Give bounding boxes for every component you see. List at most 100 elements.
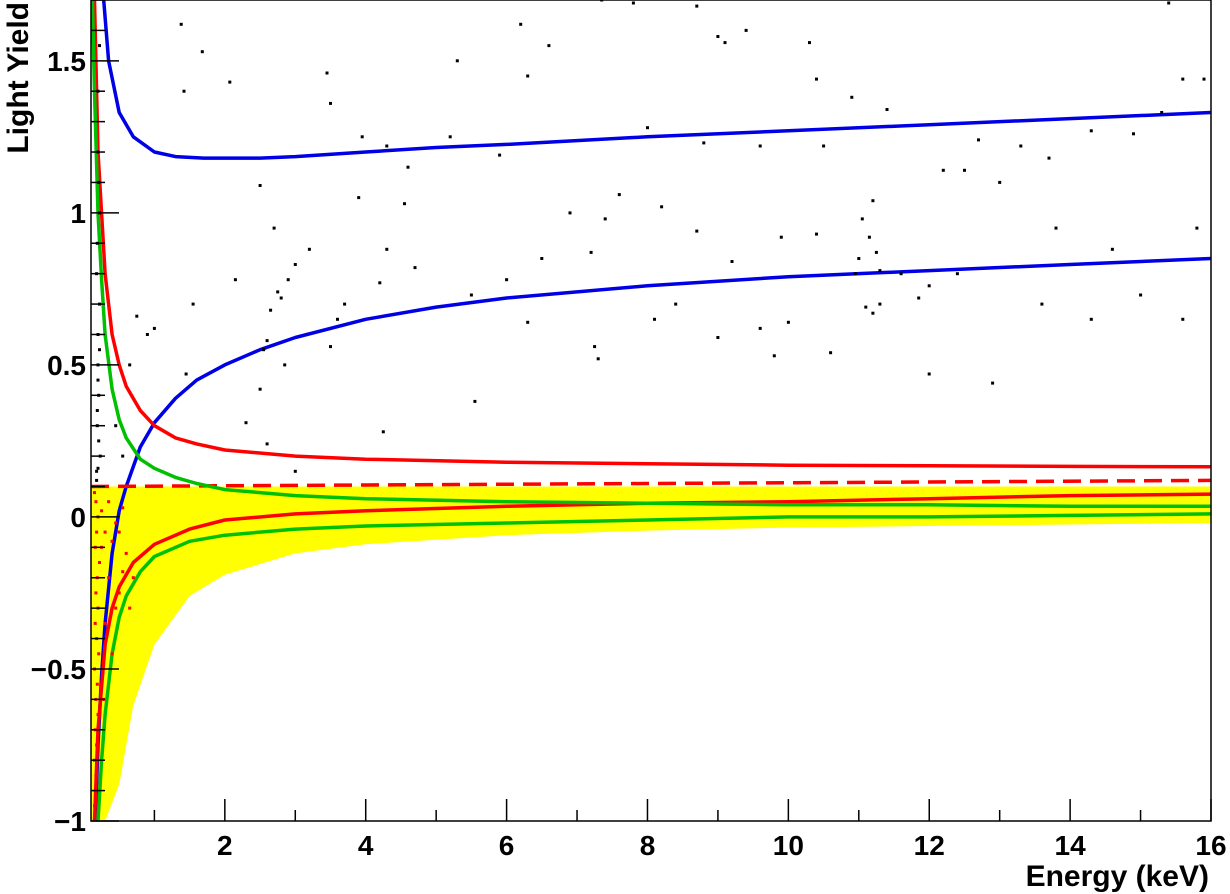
event-point — [343, 302, 347, 306]
event-point — [336, 317, 339, 321]
event-point — [955, 272, 959, 276]
event-point — [244, 421, 248, 425]
event-point — [617, 193, 621, 197]
event-point-red — [93, 621, 97, 625]
event-point — [695, 229, 699, 233]
event-point — [262, 348, 266, 352]
event-point — [631, 1, 635, 5]
event-point — [853, 272, 857, 276]
event-point — [1089, 317, 1093, 321]
event-point — [730, 260, 734, 263]
event-point — [786, 320, 790, 324]
event-point — [716, 336, 720, 339]
event-point-red — [107, 500, 111, 504]
event-point — [878, 302, 882, 306]
event-point — [307, 247, 311, 251]
event-point-red — [98, 561, 101, 564]
event-point — [448, 135, 452, 139]
event-point — [991, 381, 995, 385]
event-point-red — [94, 500, 98, 504]
event-point — [413, 266, 417, 270]
event-point — [276, 290, 280, 294]
event-point-red — [114, 606, 118, 610]
lines-layer — [91, 0, 1211, 821]
event-point — [815, 77, 818, 81]
event-point — [864, 305, 868, 309]
event-point — [233, 278, 237, 282]
event-point — [899, 272, 903, 276]
event-point — [653, 317, 656, 321]
event-point — [286, 278, 290, 282]
event-point — [385, 144, 389, 148]
y-axis-title: Light Yield — [2, 2, 35, 154]
event-point — [941, 168, 945, 172]
series-line-7 — [96, 512, 1211, 821]
event-point — [498, 153, 502, 157]
event-point-red — [117, 530, 121, 534]
event-point — [269, 308, 273, 312]
event-point — [871, 199, 875, 203]
x-tick-label: 16 — [1195, 830, 1226, 861]
acceptance-band — [91, 486, 1211, 821]
event-point — [808, 41, 811, 45]
event-point — [95, 469, 99, 473]
event-point — [603, 217, 607, 221]
event-point — [1054, 226, 1058, 230]
event-point — [258, 387, 262, 391]
event-point — [867, 235, 871, 239]
y-tick-label: 1 — [70, 198, 86, 229]
event-point-red — [110, 652, 114, 656]
event-point — [152, 326, 156, 330]
event-point — [963, 168, 966, 172]
event-point-red — [121, 570, 125, 574]
series-line-3 — [92, 0, 1211, 469]
event-point — [96, 466, 100, 470]
event-point — [526, 320, 530, 324]
event-point — [145, 333, 149, 336]
event-point-red — [121, 506, 125, 510]
x-tick-label: 14 — [1055, 830, 1087, 861]
event-point-red — [94, 591, 98, 595]
event-point — [96, 378, 100, 382]
plot-area — [91, 0, 1211, 821]
event-point-red — [95, 743, 99, 747]
event-point — [547, 44, 551, 48]
event-point — [329, 101, 332, 105]
tick-labels-layer: 2 4 6 8 10 12 14 16 −1 −0.5 0 0.5 1 1.5 — [31, 46, 1227, 861]
event-point-red — [93, 491, 96, 495]
event-point — [716, 35, 720, 38]
event-point — [191, 302, 195, 306]
y-tick-label: 0 — [70, 502, 86, 533]
x-axis-title: Energy (keV) — [1026, 860, 1209, 893]
event-point — [406, 165, 410, 169]
event-point — [1139, 293, 1143, 297]
event-point — [871, 311, 875, 315]
event-point — [596, 357, 600, 361]
event-point — [1195, 226, 1199, 230]
event-point-red — [124, 551, 128, 555]
event-point — [646, 126, 649, 130]
event-point — [279, 296, 283, 300]
x-tick-label: 10 — [773, 830, 804, 861]
event-point — [779, 235, 783, 239]
x-tick-label: 12 — [914, 830, 945, 861]
event-point — [1160, 111, 1164, 114]
event-point — [540, 257, 544, 260]
event-point — [822, 144, 826, 148]
series-line-4 — [91, 478, 1211, 489]
event-point-red — [131, 576, 135, 580]
x-tick-label: 6 — [499, 830, 515, 861]
event-point — [385, 247, 389, 251]
event-point — [98, 348, 101, 352]
event-point — [860, 217, 864, 221]
event-point — [1167, 1, 1171, 5]
event-point-red — [93, 804, 96, 808]
event-point — [184, 372, 188, 376]
event-point-red — [117, 591, 121, 595]
event-point — [179, 22, 183, 26]
event-point — [1040, 302, 1044, 306]
event-point-red — [97, 652, 101, 656]
event-point-red — [103, 530, 107, 534]
y-tick-label: 0.5 — [47, 350, 86, 381]
